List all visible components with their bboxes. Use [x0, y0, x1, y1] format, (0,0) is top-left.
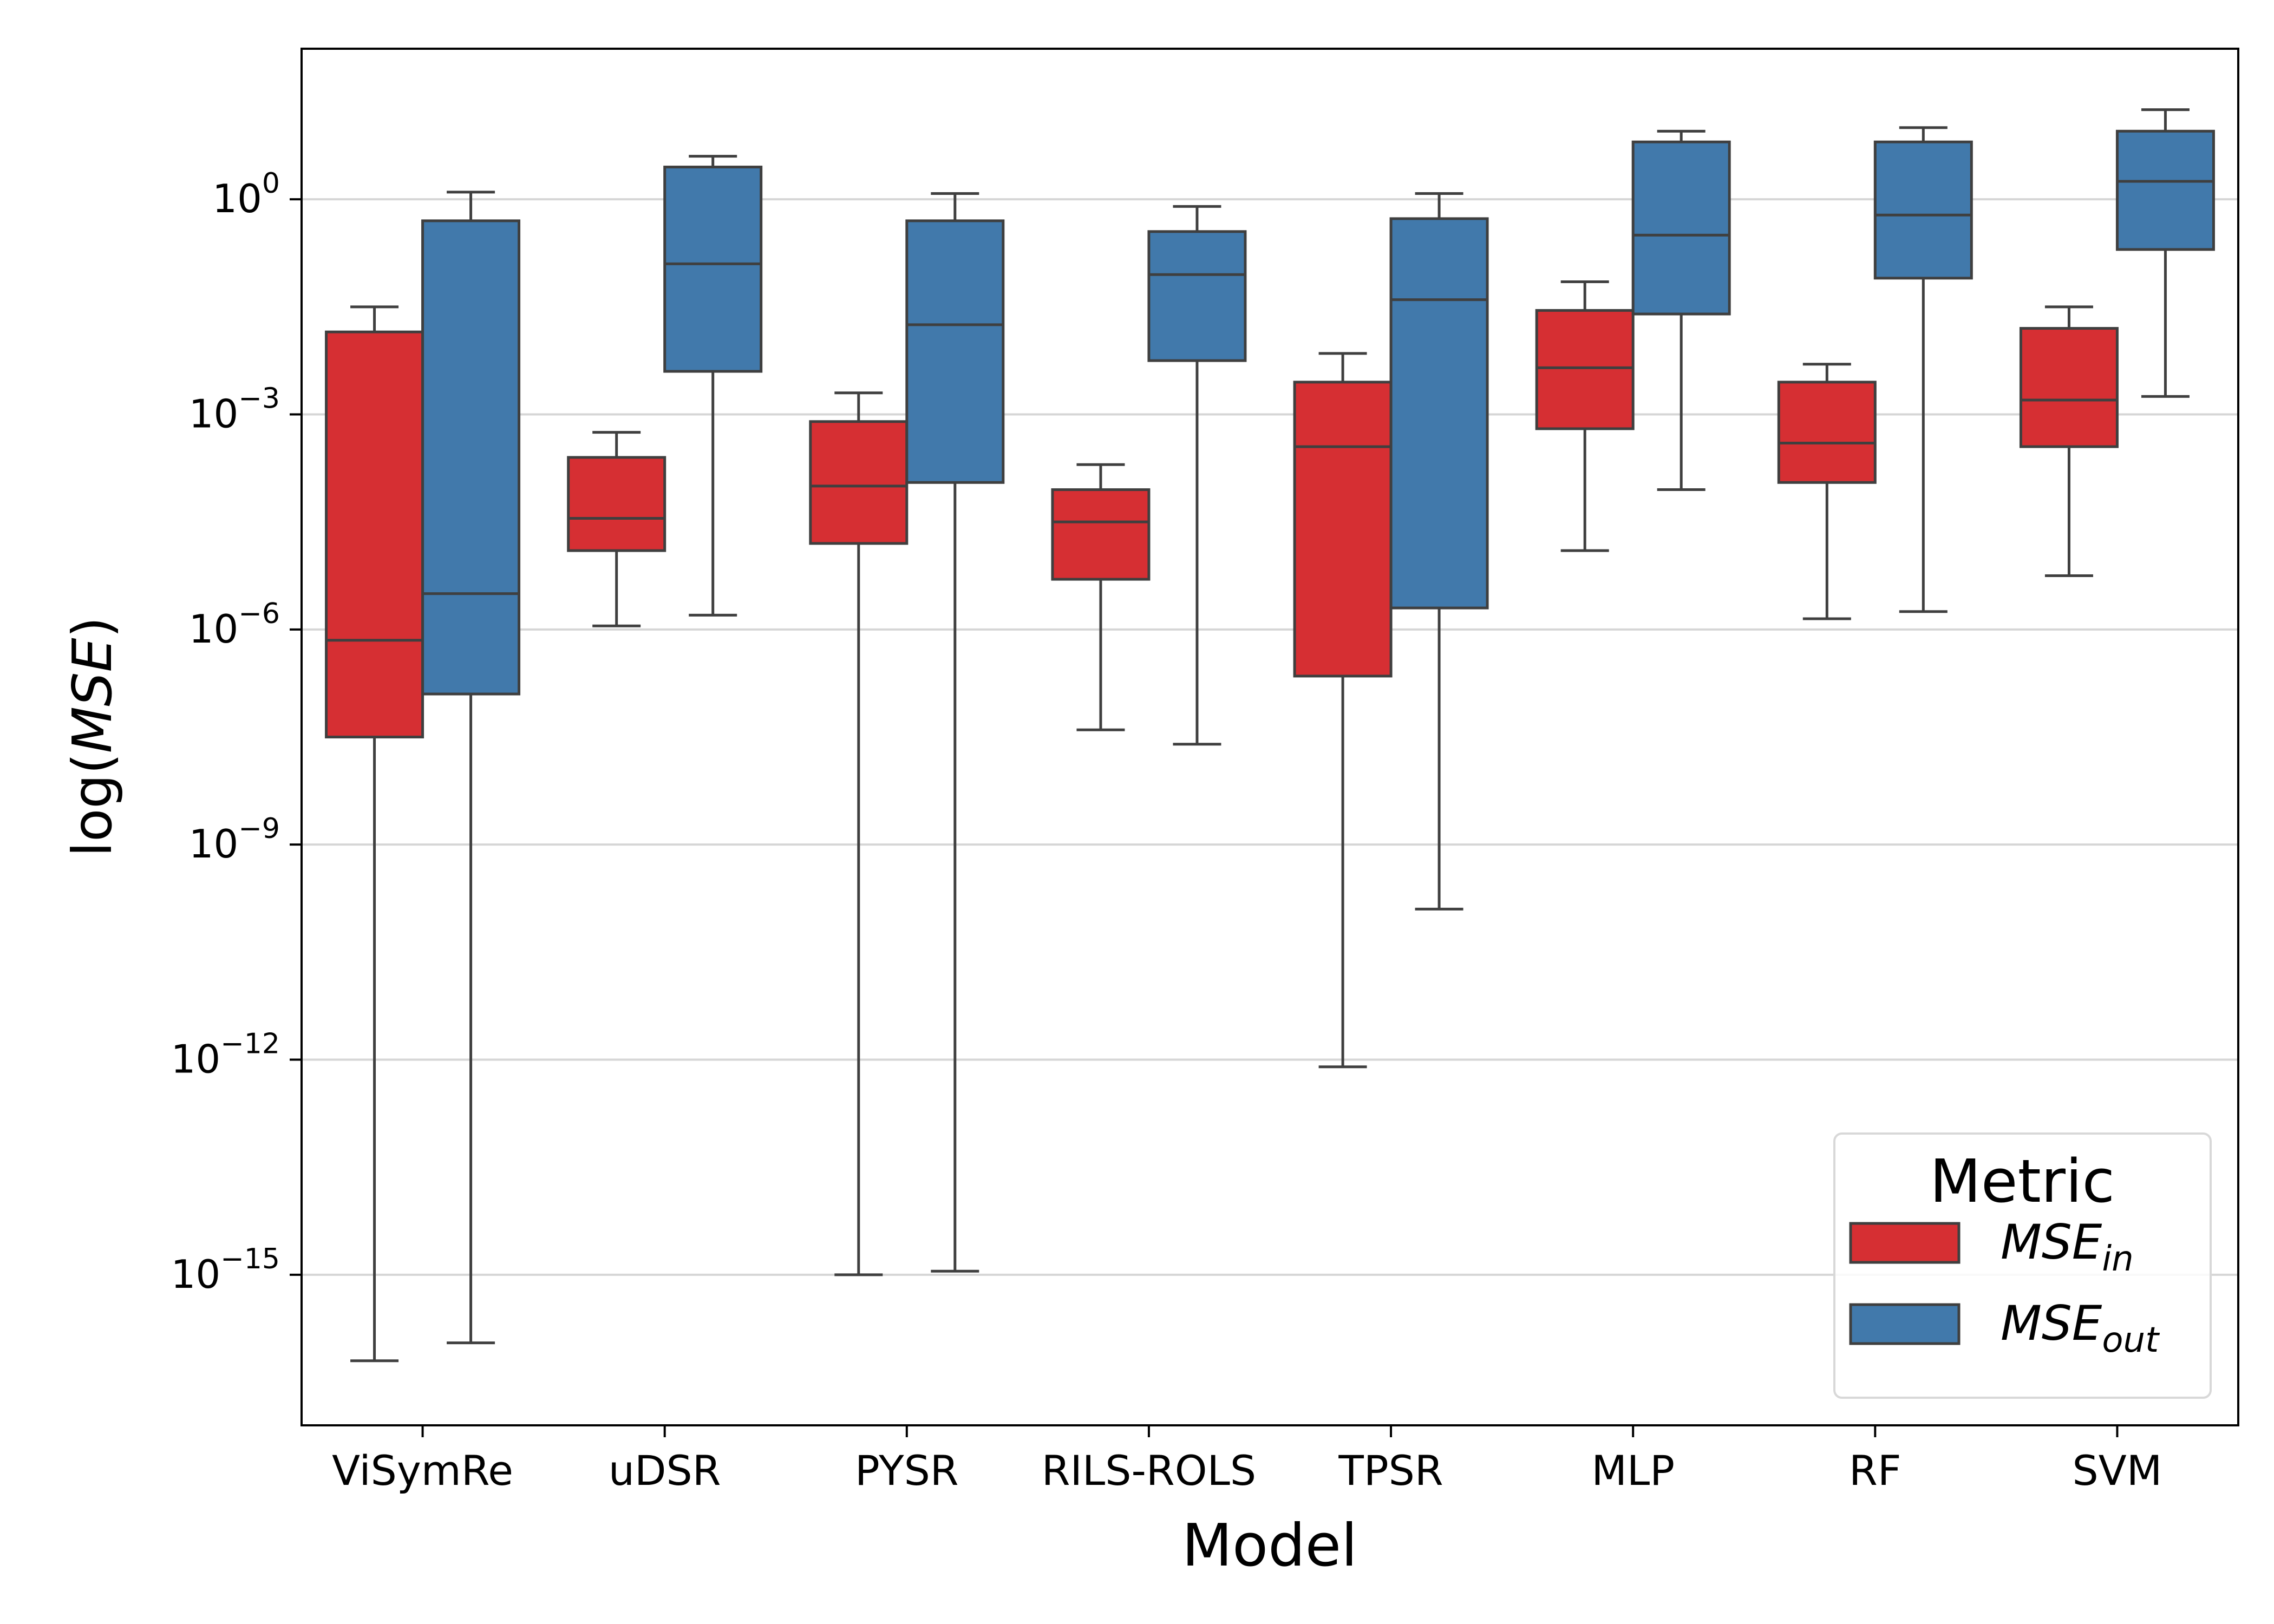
x-tick-label: uDSR: [609, 1446, 721, 1495]
box-MSE_out-ViSymRe: [421, 191, 521, 1345]
y-axis-ticks: 100 10−3 10−6 10−9 10−12 10−15: [171, 167, 302, 1297]
box-MSE_in-PYSR: [809, 391, 909, 1276]
y-axis-title: log(MSE): [61, 617, 124, 856]
legend-label: MSEout: [2001, 1295, 2160, 1360]
box-MSE_in-RILS-ROLS: [1051, 463, 1151, 731]
box-body: [905, 219, 1005, 484]
box-body: [325, 330, 424, 738]
box-MSE_in-RF: [1777, 363, 1877, 620]
box-MSE_out-TPSR: [1389, 192, 1489, 911]
box-body: [1293, 381, 1393, 678]
box-body: [1777, 381, 1877, 484]
box-MSE_in-MLP: [1535, 280, 1635, 552]
box-body: [1051, 488, 1151, 581]
box-MSE_out-RF: [1873, 126, 1973, 613]
box-MSE_in-SVM: [2019, 305, 2119, 577]
x-tick-label: RILS-ROLS: [1042, 1446, 1256, 1495]
box-body: [2115, 129, 2215, 251]
x-tick-label: MLP: [1591, 1446, 1675, 1495]
x-axis-ticks: ViSymRe uDSR PYSR RILS-ROLS TPSR MLP RF SVM: [332, 1425, 2162, 1495]
legend-label: MSEin: [2001, 1214, 2134, 1279]
box-body: [1631, 140, 1731, 316]
box-body: [663, 166, 763, 373]
x-tick-label: SVM: [2073, 1446, 2162, 1495]
box-body: [421, 219, 521, 696]
legend-swatch: [1849, 1222, 1961, 1264]
box-body: [809, 420, 909, 545]
box-body: [567, 456, 666, 552]
box-MSE_in-ViSymRe: [325, 305, 424, 1363]
y-tick-label: 10−15: [171, 1243, 280, 1297]
box-body: [1147, 230, 1247, 362]
box-MSE_out-uDSR: [663, 155, 763, 617]
box-body: [1389, 217, 1489, 610]
legend-entries: MSEin MSEout: [1849, 1214, 2160, 1360]
x-tick-label: ViSymRe: [332, 1446, 513, 1495]
box-MSE_in-TPSR: [1293, 352, 1393, 1069]
box-body: [2019, 327, 2119, 448]
x-axis-title: Model: [1182, 1512, 1357, 1580]
legend-title: Metric: [1930, 1147, 2115, 1216]
y-tick-label: 10−9: [189, 813, 280, 867]
box-body: [1535, 309, 1635, 430]
legend: Metric MSEin MSEout: [1833, 1132, 2212, 1399]
x-tick-label: TPSR: [1338, 1446, 1443, 1495]
plot-frame: [300, 48, 2239, 1426]
box-MSE_in-uDSR: [567, 431, 666, 627]
y-tick-label: 10−3: [189, 382, 280, 436]
y-tick-label: 10−6: [189, 598, 280, 652]
box-MSE_out-RILS-ROLS: [1147, 205, 1247, 746]
boxes: [325, 108, 2215, 1363]
box-MSE_out-PYSR: [905, 192, 1005, 1273]
box-MSE_out-MLP: [1631, 129, 1731, 492]
legend-swatch: [1849, 1303, 1961, 1345]
box-MSE_out-SVM: [2115, 108, 2215, 398]
x-tick-label: RF: [1849, 1446, 1901, 1495]
y-tick-label: 100: [212, 167, 280, 221]
y-tick-label: 10−12: [171, 1028, 280, 1082]
x-tick-label: PYSR: [855, 1446, 959, 1495]
box-body: [1873, 140, 1973, 280]
